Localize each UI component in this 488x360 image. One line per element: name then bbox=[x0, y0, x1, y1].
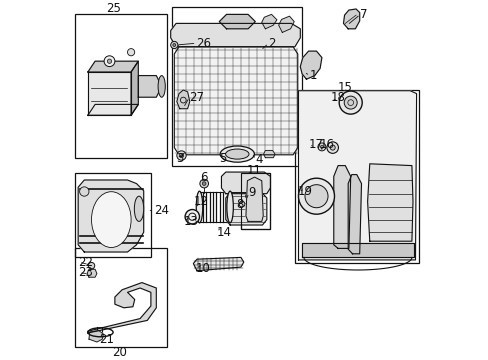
Text: 14: 14 bbox=[216, 226, 231, 239]
Ellipse shape bbox=[225, 149, 248, 159]
Polygon shape bbox=[343, 9, 359, 29]
Polygon shape bbox=[263, 150, 275, 158]
Circle shape bbox=[339, 91, 362, 114]
Ellipse shape bbox=[220, 146, 254, 162]
Bar bbox=[75, 14, 167, 158]
Text: 22: 22 bbox=[78, 256, 93, 269]
Polygon shape bbox=[193, 257, 244, 271]
Polygon shape bbox=[225, 193, 266, 225]
Text: 3: 3 bbox=[176, 152, 183, 165]
Text: 19: 19 bbox=[297, 185, 312, 198]
Polygon shape bbox=[300, 51, 321, 79]
Circle shape bbox=[326, 142, 338, 153]
Polygon shape bbox=[367, 164, 412, 241]
Text: 4: 4 bbox=[255, 153, 262, 166]
Ellipse shape bbox=[196, 191, 203, 223]
Circle shape bbox=[245, 194, 250, 199]
Text: 17: 17 bbox=[308, 138, 323, 150]
Ellipse shape bbox=[134, 196, 143, 221]
Polygon shape bbox=[170, 23, 300, 47]
Circle shape bbox=[344, 96, 356, 109]
Circle shape bbox=[320, 145, 323, 148]
Polygon shape bbox=[88, 104, 138, 115]
Polygon shape bbox=[347, 175, 361, 254]
Text: 23: 23 bbox=[78, 266, 93, 279]
Text: 24: 24 bbox=[153, 204, 168, 217]
Text: 25: 25 bbox=[106, 3, 121, 15]
Text: 8: 8 bbox=[236, 198, 244, 211]
Ellipse shape bbox=[91, 192, 131, 248]
Ellipse shape bbox=[226, 191, 233, 223]
Circle shape bbox=[127, 49, 134, 56]
Circle shape bbox=[298, 178, 334, 214]
Circle shape bbox=[222, 153, 229, 160]
Bar bbox=[241, 173, 269, 229]
Text: 2: 2 bbox=[267, 37, 275, 50]
Text: 10: 10 bbox=[195, 262, 210, 275]
Circle shape bbox=[88, 262, 95, 269]
Text: 7: 7 bbox=[359, 8, 366, 21]
Text: 21: 21 bbox=[99, 333, 114, 346]
Circle shape bbox=[170, 41, 178, 49]
Polygon shape bbox=[219, 14, 255, 29]
Circle shape bbox=[239, 201, 244, 207]
Ellipse shape bbox=[158, 76, 165, 97]
Polygon shape bbox=[278, 16, 294, 32]
Bar bbox=[75, 173, 151, 257]
Text: 5: 5 bbox=[219, 152, 226, 165]
Bar bbox=[294, 90, 418, 263]
Circle shape bbox=[317, 143, 325, 151]
Circle shape bbox=[179, 153, 183, 158]
Circle shape bbox=[329, 145, 335, 150]
Polygon shape bbox=[88, 283, 156, 333]
Polygon shape bbox=[89, 330, 103, 342]
Bar bbox=[172, 7, 302, 166]
Text: 26: 26 bbox=[196, 37, 210, 50]
Polygon shape bbox=[131, 61, 138, 115]
Text: 6: 6 bbox=[200, 171, 208, 184]
Text: 13: 13 bbox=[183, 215, 198, 228]
Circle shape bbox=[185, 210, 199, 224]
Circle shape bbox=[172, 44, 175, 46]
Text: 18: 18 bbox=[330, 91, 345, 104]
Circle shape bbox=[80, 187, 89, 196]
Text: 11: 11 bbox=[246, 165, 261, 177]
Text: 9: 9 bbox=[247, 186, 255, 199]
Polygon shape bbox=[221, 172, 270, 194]
Circle shape bbox=[200, 179, 208, 188]
Polygon shape bbox=[87, 269, 97, 277]
Bar bbox=[241, 173, 269, 229]
Circle shape bbox=[202, 182, 205, 185]
Circle shape bbox=[224, 155, 227, 158]
Polygon shape bbox=[177, 90, 189, 109]
Polygon shape bbox=[78, 180, 143, 252]
Text: 27: 27 bbox=[188, 91, 203, 104]
Text: 16: 16 bbox=[320, 138, 334, 151]
Polygon shape bbox=[174, 47, 297, 155]
Circle shape bbox=[305, 185, 327, 208]
Polygon shape bbox=[138, 76, 162, 97]
Circle shape bbox=[104, 56, 115, 67]
Polygon shape bbox=[298, 91, 416, 260]
Polygon shape bbox=[88, 61, 138, 72]
Bar bbox=[75, 248, 167, 347]
Polygon shape bbox=[88, 72, 131, 115]
Text: 12: 12 bbox=[194, 195, 209, 208]
Polygon shape bbox=[261, 14, 276, 29]
Circle shape bbox=[107, 59, 111, 63]
Polygon shape bbox=[333, 166, 350, 248]
Polygon shape bbox=[245, 177, 263, 221]
Circle shape bbox=[177, 151, 186, 160]
Text: 1: 1 bbox=[309, 69, 316, 82]
Text: 20: 20 bbox=[112, 346, 126, 359]
Text: 15: 15 bbox=[337, 81, 352, 94]
Polygon shape bbox=[302, 243, 413, 257]
